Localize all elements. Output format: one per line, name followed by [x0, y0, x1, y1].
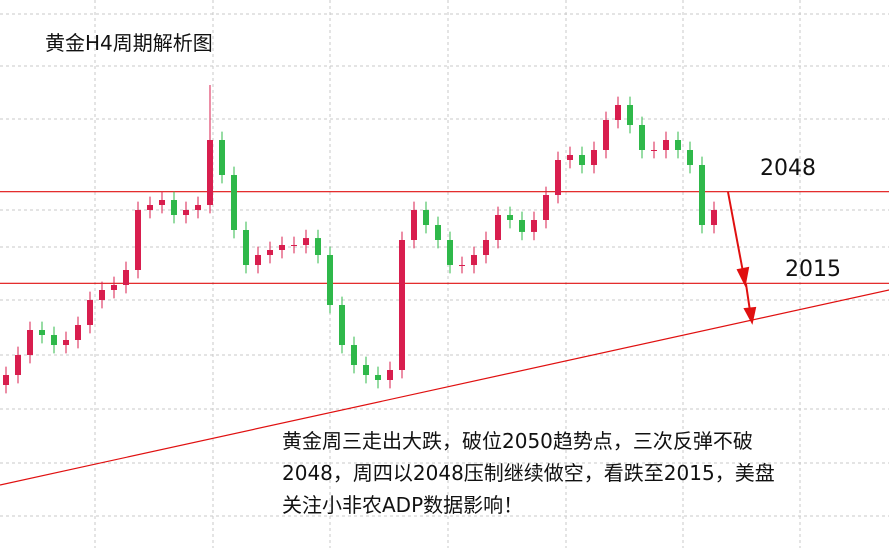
candle-body [591, 150, 597, 165]
candle-body [159, 200, 165, 205]
candle-body [555, 160, 561, 195]
candle-body [663, 140, 669, 150]
candle-body [51, 335, 57, 345]
level-label: 2048 [760, 156, 816, 181]
candle-body [147, 205, 153, 210]
candle-body [339, 305, 345, 345]
candle-body [675, 140, 681, 150]
candle-body [711, 210, 717, 225]
candle-body [375, 375, 381, 380]
candle-body [231, 175, 237, 230]
candle-body [3, 375, 9, 385]
annotation-line: 关注小非农ADP数据影响！ [282, 493, 523, 517]
candle-body [411, 210, 417, 240]
candle-body [279, 245, 285, 250]
forecast-arrows [727, 191, 757, 325]
candle-body [303, 238, 309, 245]
candle-body [423, 210, 429, 225]
candle-body [471, 255, 477, 265]
candle-body [507, 215, 513, 220]
chart-title: 黄金H4周期解析图 [45, 31, 213, 55]
candle-body [567, 155, 573, 160]
candle-body [651, 150, 657, 151]
candle-body [195, 205, 201, 210]
candle-body [327, 255, 333, 305]
annotation: 黄金周三走出大跌，破位2050趋势点，三次反弹不破 2048，周四以2048压制… [282, 429, 775, 517]
candle-body [531, 220, 537, 232]
candle-body [435, 225, 441, 240]
candle-body [243, 230, 249, 265]
candle-body [699, 165, 705, 225]
candle-body [387, 370, 393, 380]
candle-body [15, 355, 21, 375]
candle-body [219, 140, 225, 175]
candle-body [639, 125, 645, 150]
candle-body [27, 330, 33, 355]
level-label: 2015 [785, 257, 841, 282]
candle-body [183, 210, 189, 215]
annotation-line: 黄金周三走出大跌，破位2050趋势点，三次反弹不破 [282, 429, 753, 453]
annotation-line: 2048，周四以2048压制继续做空，看跌至2015，美盘 [282, 461, 775, 485]
candle-body [207, 140, 213, 205]
candle-body [351, 345, 357, 365]
candle-body [123, 270, 129, 285]
candle-body [687, 150, 693, 165]
candle-body [579, 155, 585, 165]
candle-body [615, 105, 621, 120]
candle-body [39, 330, 45, 335]
candle-body [75, 325, 81, 340]
candle-body [483, 240, 489, 255]
candle-body [267, 250, 273, 255]
candle-body [627, 105, 633, 125]
candle-body [603, 120, 609, 150]
candle-body [519, 220, 525, 232]
trend-line [0, 289, 889, 486]
candle-body [495, 215, 501, 240]
candle-body [255, 255, 261, 265]
candle-body [543, 195, 549, 220]
candle-body [363, 365, 369, 375]
candle-body [99, 290, 105, 300]
plot [0, 85, 889, 486]
candle-body [291, 245, 297, 246]
candle-body [63, 340, 69, 345]
candle-body [87, 300, 93, 325]
candle-body [171, 200, 177, 215]
candle-body [399, 240, 405, 370]
candle-body [447, 240, 453, 265]
candle-body [315, 238, 321, 255]
candle-body [111, 285, 117, 290]
candle-body [135, 210, 141, 270]
candle-body [459, 265, 465, 266]
